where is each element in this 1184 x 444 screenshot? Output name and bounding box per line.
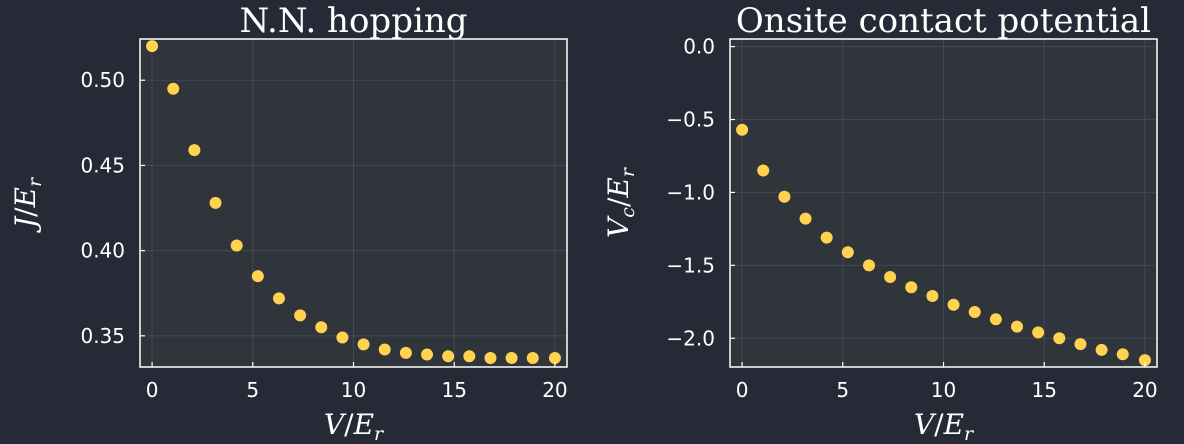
hopping-data-point [146, 40, 159, 53]
contact-ticks: 0 5 10 15 20 0.0 −0.5 −1.0 −1.5 −2.0 [666, 35, 1157, 402]
contact-points [736, 123, 1151, 367]
hopping-grid [140, 39, 567, 367]
contact-data-point [884, 271, 897, 284]
contact-y-tick-label: −0.5 [666, 108, 715, 132]
hopping-points [146, 40, 561, 364]
contact-data-point [989, 313, 1002, 326]
hopping-data-point [505, 351, 518, 364]
hopping-data-point [336, 331, 349, 344]
contact-data-point [799, 212, 812, 225]
contact-y-axis-label: Vc​/Er​ [602, 166, 639, 238]
contact-data-point [841, 246, 854, 259]
hopping-data-point [294, 309, 307, 322]
hopping-data-point [230, 239, 243, 252]
hopping-data-point [251, 270, 264, 283]
contact-data-point [1138, 354, 1151, 367]
hopping-x-tick-label: 5 [246, 378, 259, 402]
hopping-data-point [442, 350, 455, 363]
contact-data-point [947, 298, 960, 311]
contact-potential-panel: 0 5 10 15 20 0.0 −0.5 −1.0 −1.5 −2.0 Onsite conta… [602, 1, 1158, 444]
contact-data-point [1116, 348, 1129, 361]
contact-x-tick-label: 15 [1031, 378, 1056, 402]
contact-x-tick-label: 10 [931, 378, 956, 402]
contact-title: Onsite contact potential [736, 1, 1151, 41]
hopping-data-point [548, 351, 561, 364]
contact-data-point [905, 281, 918, 294]
hopping-y-tick-label: 0.35 [80, 324, 125, 348]
hopping-data-point [167, 82, 180, 95]
contact-y-tick-label: −2.0 [666, 326, 715, 350]
contact-data-point [862, 259, 875, 272]
hopping-x-axis-label: V/Er​ [324, 408, 385, 444]
contact-data-point [1053, 332, 1066, 345]
contact-x-axis-label: V/Er​ [914, 408, 975, 444]
hopping-x-tick-label: 15 [441, 378, 466, 402]
contact-data-point [926, 289, 939, 302]
contact-x-tick-label: 20 [1132, 378, 1157, 402]
contact-data-point [820, 231, 833, 244]
hopping-data-point [463, 350, 476, 363]
hopping-data-point [315, 321, 328, 334]
hopping-data-point [399, 346, 412, 359]
contact-grid [730, 39, 1157, 367]
contact-x-tick-label: 0 [736, 378, 749, 402]
hopping-y-axis-label: J/Er​ [9, 176, 46, 233]
hopping-x-tick-label: 20 [542, 378, 567, 402]
contact-data-point [968, 306, 981, 319]
contact-plot-area [730, 39, 1157, 367]
contact-y-tick-label: −1.5 [666, 253, 715, 277]
hopping-x-tick-label: 0 [146, 378, 159, 402]
contact-data-point [1032, 326, 1045, 339]
hopping-x-tick-label: 10 [341, 378, 366, 402]
hopping-panel: 0 5 10 15 20 0.35 0.40 0.45 0.50 N.N. hopping V/… [9, 1, 568, 444]
contact-data-point [1074, 338, 1087, 351]
hopping-ticks: 0 5 10 15 20 0.35 0.40 0.45 0.50 [80, 68, 567, 402]
hopping-title: N.N. hopping [239, 1, 467, 41]
hopping-data-point [484, 351, 497, 364]
hopping-data-point [421, 348, 434, 361]
hopping-data-point [188, 144, 201, 157]
hopping-y-tick-label: 0.45 [80, 153, 125, 177]
contact-y-tick-label: −1.0 [666, 180, 715, 204]
contact-data-point [778, 190, 791, 203]
hopping-y-tick-label: 0.40 [80, 239, 125, 263]
hopping-data-point [526, 351, 539, 364]
hopping-data-point [357, 338, 370, 351]
hopping-data-point [378, 343, 391, 356]
contact-data-point [1095, 343, 1108, 356]
contact-x-tick-label: 5 [836, 378, 849, 402]
contact-y-tick-label: 0.0 [683, 35, 715, 59]
hopping-y-tick-label: 0.50 [80, 68, 125, 92]
hopping-data-point [272, 292, 285, 305]
contact-data-point [736, 123, 749, 136]
contact-data-point [757, 164, 770, 177]
contact-data-point [1011, 320, 1024, 333]
hopping-data-point [209, 196, 222, 209]
